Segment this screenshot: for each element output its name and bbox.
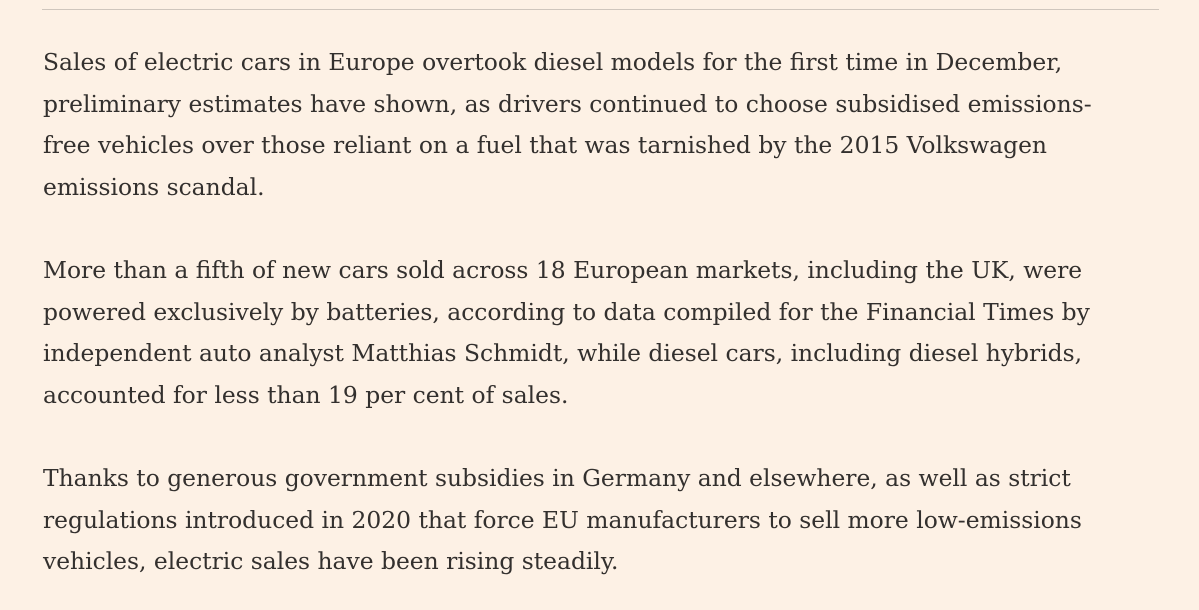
paragraph-line: accounted for less than 19 per cent of s… xyxy=(43,380,569,409)
paragraph-line: Thanks to generous government subsidies … xyxy=(43,464,1071,492)
paragraph-line: emissions scandal. xyxy=(43,172,265,201)
paragraph-line: More than a fifth of new cars sold acros… xyxy=(43,256,1083,284)
paragraph-line: free vehicles over those reliant on a fu… xyxy=(43,131,1047,159)
paragraph-line: independent auto analyst Matthias Schmid… xyxy=(43,339,1083,367)
paragraph-line: powered exclusively by batteries, accord… xyxy=(43,297,1090,326)
paragraph-line: regulations introduced in 2020 that forc… xyxy=(43,505,1082,534)
paragraph-3: Thanks to generous government subsidies … xyxy=(43,458,1173,583)
top-divider xyxy=(42,9,1159,10)
paragraph-line: Sales of electric cars in Europe overtoo… xyxy=(43,48,1063,76)
paragraph-1: Sales of electric cars in Europe overtoo… xyxy=(43,42,1173,208)
paragraph-line: vehicles, electric sales have been risin… xyxy=(43,547,619,575)
paragraph-2: More than a fifth of new cars sold acros… xyxy=(43,250,1173,416)
article-body: Sales of electric cars in Europe overtoo… xyxy=(43,42,1173,610)
paragraph-line: preliminary estimates have shown, as dri… xyxy=(43,89,1092,118)
